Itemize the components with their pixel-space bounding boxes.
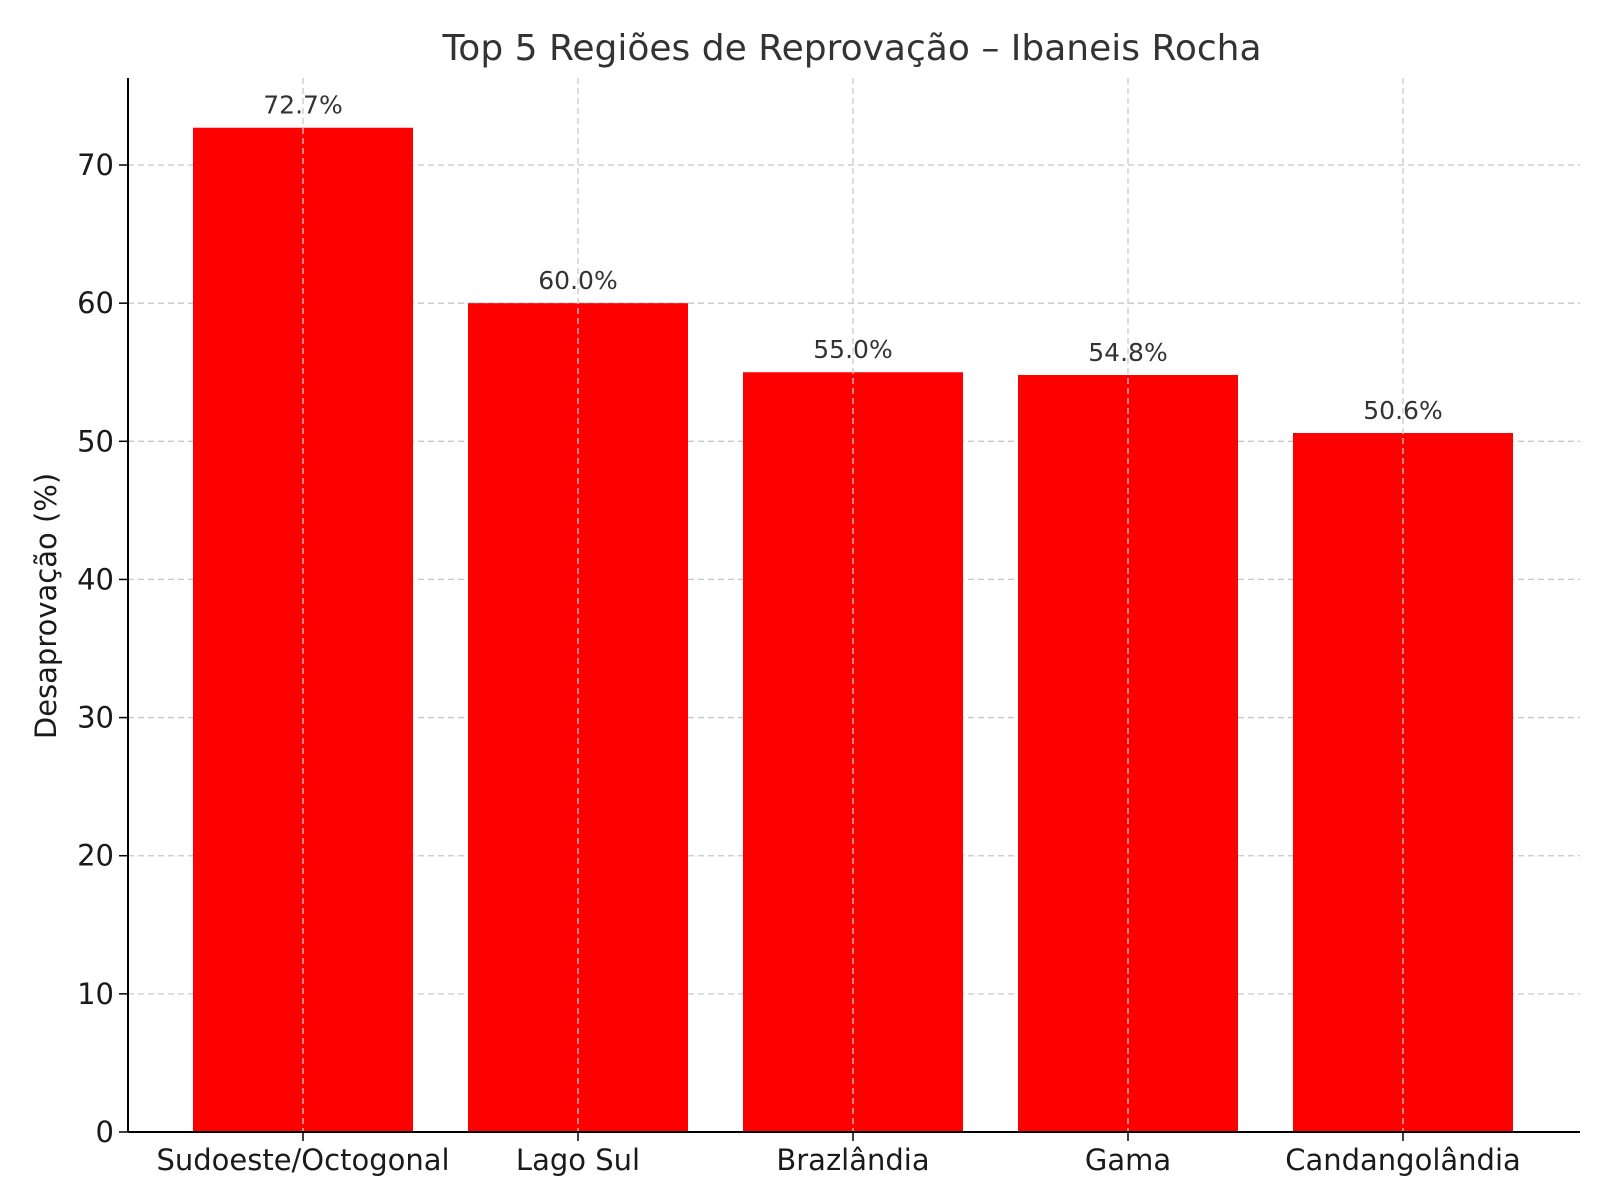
y-tick-label: 50 (77, 424, 114, 458)
bar (468, 303, 688, 1132)
data-label: 72.7% (263, 91, 342, 120)
y-tick-label: 20 (77, 839, 114, 873)
y-tick-label: 60 (77, 286, 114, 320)
x-tick-label: Candangolândia (1285, 1143, 1521, 1177)
data-label: 54.8% (1088, 338, 1167, 367)
y-tick-label: 10 (77, 977, 114, 1011)
x-tick-label: Brazlândia (776, 1143, 929, 1177)
chart-title: Top 5 Regiões de Reprovação – Ibaneis Ro… (441, 28, 1261, 69)
data-label: 60.0% (538, 266, 617, 295)
data-label: 55.0% (813, 335, 892, 364)
x-tick-label: Sudoeste/Octogonal (156, 1143, 449, 1177)
axes-layer (119, 78, 1580, 1141)
vertical-grid-layer (302, 78, 1404, 1132)
labels-layer: 0 10 20 30 40 50 60 70 Sudoeste/Octogonal 72.7% La… (77, 91, 1521, 1177)
y-axis-label: Desaprovação (%) (29, 473, 63, 739)
x-tick-label: Gama (1085, 1143, 1171, 1177)
y-tick-label: 30 (77, 701, 114, 735)
y-tick-label: 70 (77, 148, 114, 182)
data-label: 50.6% (1363, 396, 1442, 425)
x-tick-label: Lago Sul (516, 1143, 640, 1177)
y-tick-label: 40 (77, 562, 114, 596)
y-tick-label: 0 (96, 1115, 114, 1149)
